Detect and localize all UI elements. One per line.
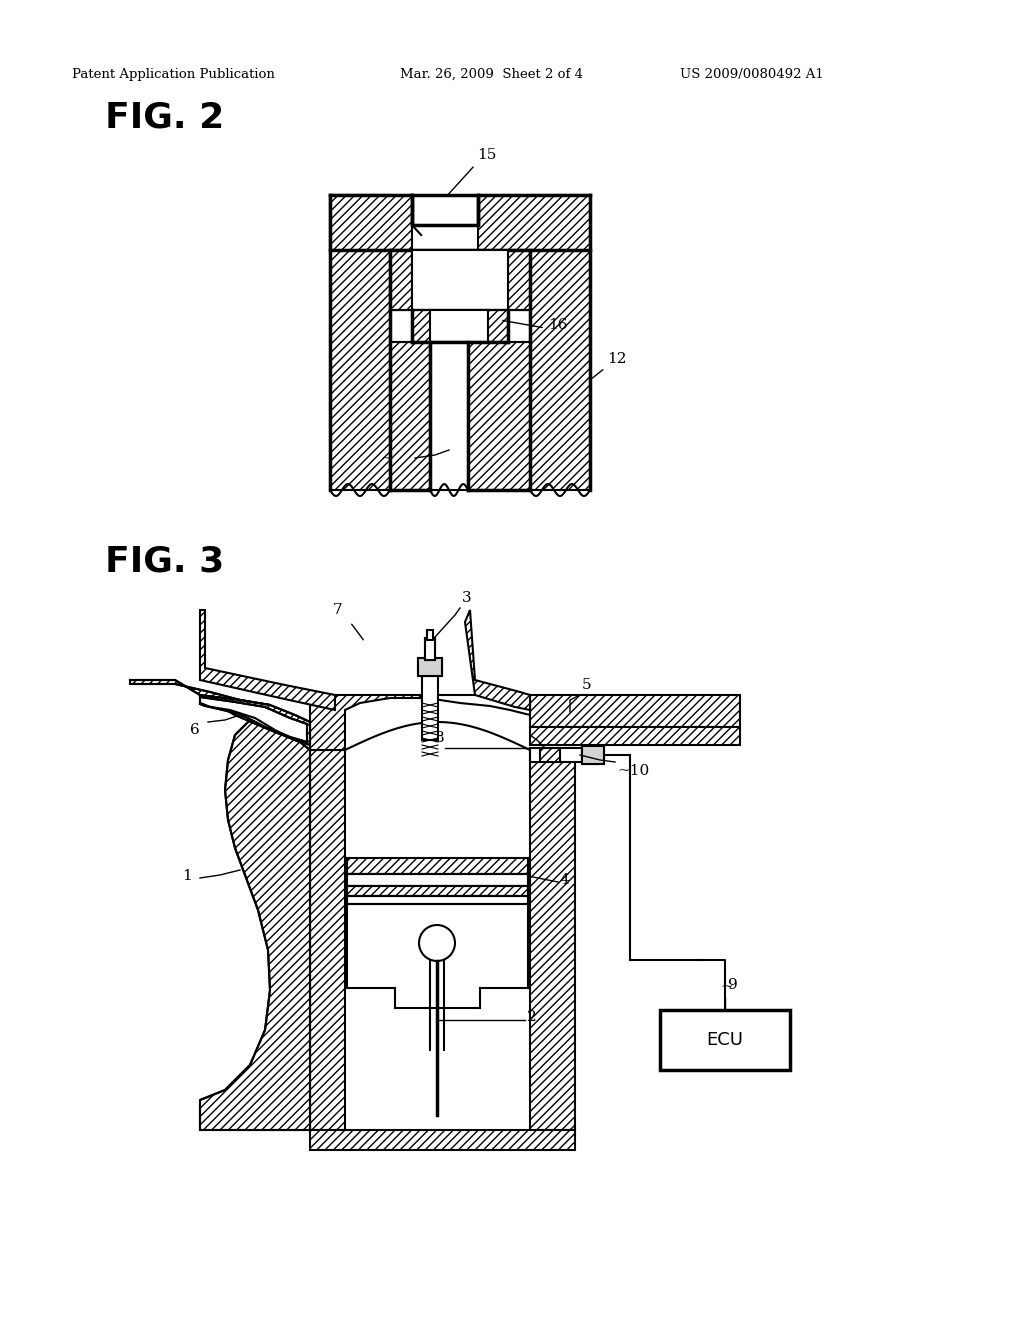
Polygon shape [200,697,307,742]
Bar [422,671,438,741]
Bar [582,746,604,764]
Bar [430,342,468,490]
Bar [310,750,345,1130]
Polygon shape [420,696,530,715]
Polygon shape [200,696,310,744]
Bar [530,696,740,727]
Bar [347,874,528,886]
Bar [310,1130,575,1150]
Text: 15: 15 [477,148,497,162]
Polygon shape [465,610,530,710]
Bar [478,195,590,249]
Text: 12: 12 [607,352,627,366]
Bar [412,310,508,342]
Text: 5: 5 [582,678,592,692]
Text: FIG. 2: FIG. 2 [105,100,224,135]
Text: US 2009/0080492 A1: US 2009/0080492 A1 [680,69,823,81]
Bar [508,249,530,310]
Bar [540,748,560,762]
Bar [330,195,412,249]
Bar [530,750,575,1130]
Text: ~10: ~10 [617,764,649,777]
Bar [530,727,740,744]
Text: Patent Application Publication: Patent Application Publication [72,69,274,81]
Text: FIG. 3: FIG. 3 [105,545,224,579]
Text: 7: 7 [333,603,342,616]
Text: 3: 3 [462,591,472,605]
Text: Mar. 26, 2009  Sheet 2 of 4: Mar. 26, 2009 Sheet 2 of 4 [400,69,583,81]
Bar [390,249,530,310]
Bar [418,657,442,676]
Bar [330,195,390,490]
Bar [412,195,478,224]
Bar [530,195,590,490]
Text: 4: 4 [560,873,569,887]
Text: 1: 1 [182,869,193,883]
Bar [468,342,530,490]
Polygon shape [310,696,420,750]
Bar [418,657,442,676]
Bar [430,310,488,342]
Text: 2: 2 [527,1010,537,1024]
Text: 9: 9 [728,978,737,993]
Text: ECU: ECU [707,1031,743,1049]
Bar [530,748,582,762]
Bar [347,896,528,904]
Bar [347,886,528,896]
Text: ~19: ~19 [380,451,413,466]
Text: 6: 6 [190,723,200,737]
Bar [390,342,430,490]
Bar [582,746,604,764]
Bar [345,750,530,1150]
Bar [425,638,435,660]
Polygon shape [130,680,310,1130]
Polygon shape [200,610,335,710]
Text: ~: ~ [720,979,733,994]
Text: 16: 16 [548,318,567,333]
Bar [347,858,528,874]
Bar [412,249,508,310]
Bar [425,638,435,660]
Bar [427,630,433,640]
Bar [330,195,390,249]
Bar [660,1010,790,1071]
Text: 8: 8 [435,731,444,744]
Bar [390,249,412,310]
